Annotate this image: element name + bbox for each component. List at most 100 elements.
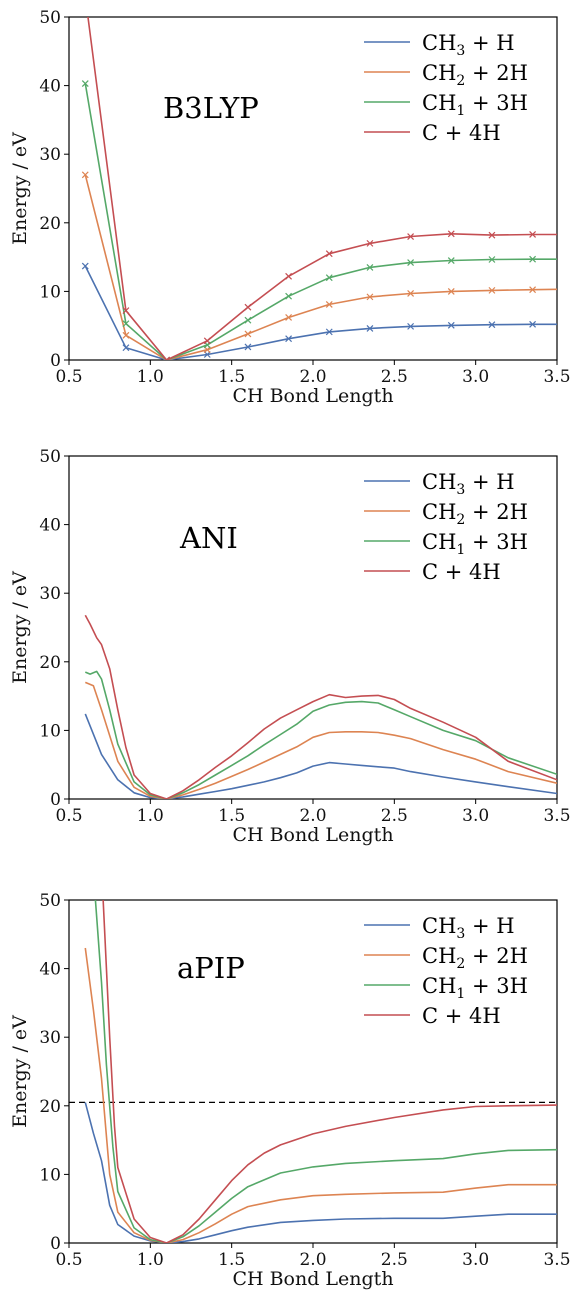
x-tick-label: 2.5 <box>381 806 408 826</box>
y-tick-label: 50 <box>39 891 61 911</box>
series-line-3 <box>84 614 557 799</box>
legend-entry: C + 4H <box>422 560 501 584</box>
y-tick-label: 20 <box>39 1097 61 1117</box>
legend-entry: CH3 + H <box>422 470 515 498</box>
data-point-marker <box>285 314 293 321</box>
x-tick-label: 3.0 <box>462 367 489 387</box>
y-tick-label: 10 <box>39 1165 61 1185</box>
y-tick-label: 0 <box>50 1234 61 1254</box>
chart-panel-apip: 0.5 1.0 1.5 2.0 2.5 3.0 3.5 0 10 20 30 40 50 CH Bond … <box>9 891 571 1290</box>
chart-panel-ani: 0.5 1.0 1.5 2.0 2.5 3.0 3.5 0 10 20 30 40 50 CH Bond … <box>9 447 571 846</box>
x-tick-label: 1.0 <box>137 367 164 387</box>
x-tick-label: 0.5 <box>55 367 82 387</box>
data-point-marker <box>407 290 415 297</box>
y-tick-label: 20 <box>39 214 61 234</box>
x-tick-label: 1.0 <box>137 806 164 826</box>
legend-entry: CH1 + 3H <box>422 91 528 119</box>
data-point-marker <box>366 293 374 301</box>
data-point-marker <box>488 321 496 329</box>
data-point-marker <box>488 231 496 239</box>
data-point-marker <box>203 337 211 345</box>
y-axis-label: Energy / eV <box>9 132 31 245</box>
y-axis-label: Energy / eV <box>9 571 31 684</box>
x-tick-label: 1.0 <box>137 1250 164 1270</box>
y-tick-label: 30 <box>39 584 61 604</box>
data-point-marker <box>163 356 171 360</box>
series-line-2 <box>94 900 557 1243</box>
y-tick-label: 0 <box>50 351 61 371</box>
data-point-marker <box>244 330 252 338</box>
x-tick-label: 0.5 <box>55 1250 82 1270</box>
x-tick-label: 2.5 <box>381 367 408 387</box>
series-line-0 <box>84 265 557 360</box>
x-tick-label: 3.5 <box>543 806 570 826</box>
data-point-marker <box>407 259 415 267</box>
panel-title: B3LYP <box>163 91 259 125</box>
data-point-marker <box>244 303 252 311</box>
y-axis-label: Energy / eV <box>9 1015 31 1128</box>
series-line-1 <box>84 174 557 360</box>
y-tick-label: 0 <box>50 790 61 810</box>
data-point-marker <box>122 320 130 328</box>
legend-entry: CH1 + 3H <box>422 530 528 558</box>
x-tick-label: 1.5 <box>218 806 245 826</box>
data-point-marker <box>81 262 89 270</box>
x-tick-label: 1.5 <box>218 1250 245 1270</box>
legend-entry: CH1 + 3H <box>422 974 528 1002</box>
data-point-marker <box>285 292 293 300</box>
x-tick-label: 2.5 <box>381 1250 408 1270</box>
data-point-marker <box>529 255 537 263</box>
x-tick-label: 3.0 <box>462 806 489 826</box>
legend-entry: C + 4H <box>422 1004 501 1028</box>
y-tick-label: 30 <box>39 1028 61 1048</box>
series-line-1 <box>84 681 557 799</box>
y-tick-label: 40 <box>39 516 61 536</box>
data-point-marker <box>488 286 496 294</box>
legend-entry: CH3 + H <box>422 31 515 59</box>
data-point-marker <box>366 239 374 247</box>
series-line-3 <box>102 900 557 1243</box>
data-point-marker <box>285 272 293 280</box>
data-point-marker <box>447 321 455 329</box>
x-axis-label: CH Bond Length <box>232 824 393 846</box>
data-point-marker <box>285 335 293 343</box>
data-point-marker <box>366 325 374 332</box>
panel-title: aPIP <box>177 951 245 985</box>
data-point-marker <box>488 256 496 263</box>
x-tick-label: 3.0 <box>462 1250 489 1270</box>
x-tick-label: 3.5 <box>543 1250 570 1270</box>
panel-title: ANI <box>179 521 238 555</box>
data-point-marker <box>325 328 333 336</box>
x-tick-label: 2.0 <box>299 367 326 387</box>
x-axis-label: CH Bond Length <box>232 385 393 407</box>
series-line-0 <box>84 713 557 799</box>
data-point-marker <box>122 331 130 339</box>
series-group <box>81 17 557 360</box>
y-tick-label: 40 <box>39 77 61 97</box>
series-line-1 <box>84 947 557 1243</box>
legend-entry: CH3 + H <box>422 914 515 942</box>
series-line-2 <box>84 670 557 799</box>
data-point-marker <box>447 257 455 264</box>
data-point-marker <box>325 274 333 282</box>
legend-entry: CH2 + 2H <box>422 500 528 528</box>
data-point-marker <box>447 230 455 238</box>
y-tick-label: 30 <box>39 145 61 165</box>
x-tick-label: 0.5 <box>55 806 82 826</box>
x-tick-label: 1.5 <box>218 367 245 387</box>
chart-panel-b3lyp: 0.5 1.0 1.5 2.0 2.5 3.0 3.5 0 10 20 30 40 50 CH Bond … <box>9 8 571 407</box>
series-group <box>84 900 557 1243</box>
series-group <box>84 614 557 799</box>
y-tick-label: 40 <box>39 960 61 980</box>
x-tick-label: 2.0 <box>299 806 326 826</box>
x-tick-label: 3.5 <box>543 367 570 387</box>
series-line-0 <box>84 1102 557 1243</box>
x-tick-label: 2.0 <box>299 1250 326 1270</box>
x-axis-label: CH Bond Length <box>232 1268 393 1290</box>
data-point-marker <box>529 320 537 328</box>
data-point-marker <box>325 250 333 258</box>
